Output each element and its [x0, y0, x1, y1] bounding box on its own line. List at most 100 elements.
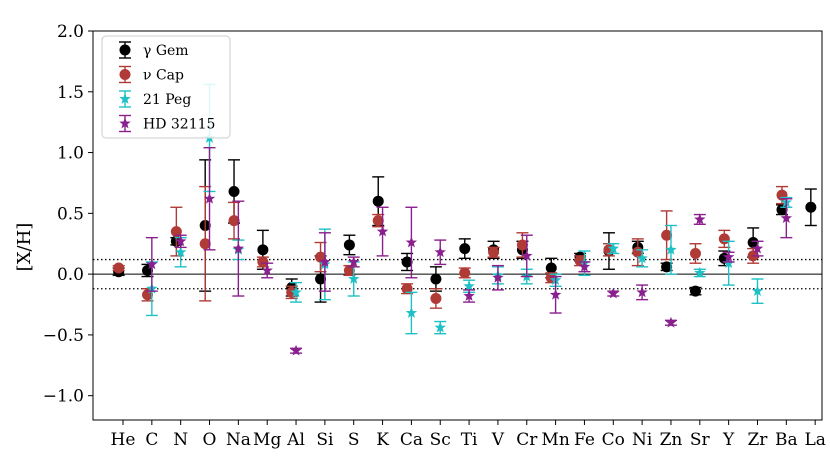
legend-marker: [119, 93, 131, 104]
y-tick-label: −1.0: [43, 387, 84, 407]
data-point: [463, 280, 475, 292]
data-point: [607, 242, 619, 254]
data-marks: [112, 83, 817, 356]
data-point: [401, 283, 413, 295]
x-axis: He C N O Na Mg Al Si S K Ca Sc Ti V Cr Mn Fe Co Ni Zn Sr Y Zr B…: [111, 420, 826, 450]
legend-marker: [119, 44, 131, 56]
data-point: [434, 246, 446, 258]
data-point: [315, 251, 327, 263]
data-point: [261, 264, 273, 276]
legend-label: HD 32115: [143, 117, 215, 133]
data-point: [747, 237, 759, 249]
y-tick-label: 0.5: [57, 204, 84, 224]
data-point: [694, 213, 706, 225]
x-tick-label: V: [491, 430, 505, 450]
x-tick-label: Y: [722, 430, 735, 450]
legend: γ Gem ν Cap 21 Peg HD 32115: [101, 35, 231, 139]
y-tick-label: 0.0: [57, 265, 84, 285]
x-tick-label: C: [145, 430, 158, 450]
x-tick-label: Co: [602, 430, 625, 450]
data-point: [661, 229, 673, 241]
x-tick-label: K: [376, 430, 389, 450]
data-point: [290, 286, 302, 298]
data-point: [488, 246, 500, 258]
data-point: [405, 307, 418, 318]
x-tick-label: Mg: [253, 430, 281, 450]
x-tick-label: S: [348, 430, 360, 450]
y-tick-label: −0.5: [43, 326, 84, 346]
data-point: [578, 260, 591, 272]
series-3: [145, 146, 793, 356]
x-tick-label: Sr: [690, 430, 711, 450]
legend-label: 21 Peg: [143, 92, 191, 108]
data-point: [319, 255, 331, 267]
data-point: [430, 273, 442, 285]
data-point: [203, 192, 216, 204]
data-point: [751, 285, 764, 296]
data-point: [372, 215, 384, 227]
data-point: [636, 286, 648, 298]
data-point: [113, 262, 125, 274]
x-tick-label: Zr: [748, 430, 769, 450]
data-point: [401, 256, 413, 268]
legend-entry: 21 Peg: [119, 90, 191, 108]
data-point: [257, 256, 269, 268]
x-tick-label: Na: [226, 430, 251, 450]
data-point: [343, 239, 355, 251]
data-point: [549, 288, 562, 300]
data-point: [636, 252, 648, 264]
data-point: [174, 246, 187, 258]
data-point: [405, 236, 418, 248]
legend-marker: [119, 69, 131, 80]
legend-entry: ν Cap: [119, 65, 184, 84]
data-point: [521, 249, 533, 261]
y-axis-label: [X/H]: [14, 223, 35, 272]
data-point: [228, 215, 240, 227]
x-tick-label: Ba: [775, 430, 798, 450]
data-point: [607, 287, 619, 299]
x-tick-label: Sc: [430, 430, 451, 450]
y-axis: −1.0 −0.5 0.0 0.5 1.0 1.5 2.0: [43, 22, 93, 407]
data-point: [463, 290, 475, 301]
data-point: [661, 261, 673, 273]
x-tick-label: Si: [316, 430, 334, 450]
reference-lines: [93, 258, 822, 290]
data-point: [545, 262, 557, 274]
data-point: [722, 251, 735, 262]
data-point: [170, 226, 182, 238]
x-tick-label: He: [111, 430, 136, 450]
data-point: [459, 267, 471, 279]
legend-label: ν Cap: [143, 68, 184, 84]
legend-marker: [119, 117, 131, 129]
legend-label: γ Gem: [143, 43, 189, 59]
data-point: [174, 235, 187, 247]
x-tick-label: La: [804, 430, 825, 450]
legend-entry: γ Gem: [119, 41, 189, 59]
data-point: [689, 285, 701, 297]
data-point: [343, 264, 355, 276]
x-tick-label: Ni: [632, 430, 653, 450]
data-point: [232, 242, 245, 254]
data-point: [146, 258, 158, 270]
data-point: [694, 266, 706, 278]
data-point: [372, 195, 384, 207]
x-tick-label: Mn: [541, 430, 569, 450]
plot-frame: [92, 30, 823, 421]
data-point: [459, 243, 471, 255]
data-point: [348, 255, 360, 267]
x-tick-label: O: [203, 430, 217, 450]
legend-entry: HD 32115: [119, 114, 215, 133]
legend-box: [101, 35, 231, 139]
data-point: [780, 212, 793, 224]
x-tick-label: N: [173, 430, 188, 450]
x-tick-label: Al: [286, 430, 305, 450]
x-tick-label: Fe: [574, 430, 595, 450]
data-point: [516, 239, 528, 251]
x-tick-label: Ti: [461, 430, 478, 450]
data-point: [430, 292, 442, 304]
data-point: [689, 247, 701, 259]
data-point: [434, 321, 446, 333]
y-tick-label: 1.0: [57, 144, 84, 164]
data-point: [665, 243, 677, 255]
